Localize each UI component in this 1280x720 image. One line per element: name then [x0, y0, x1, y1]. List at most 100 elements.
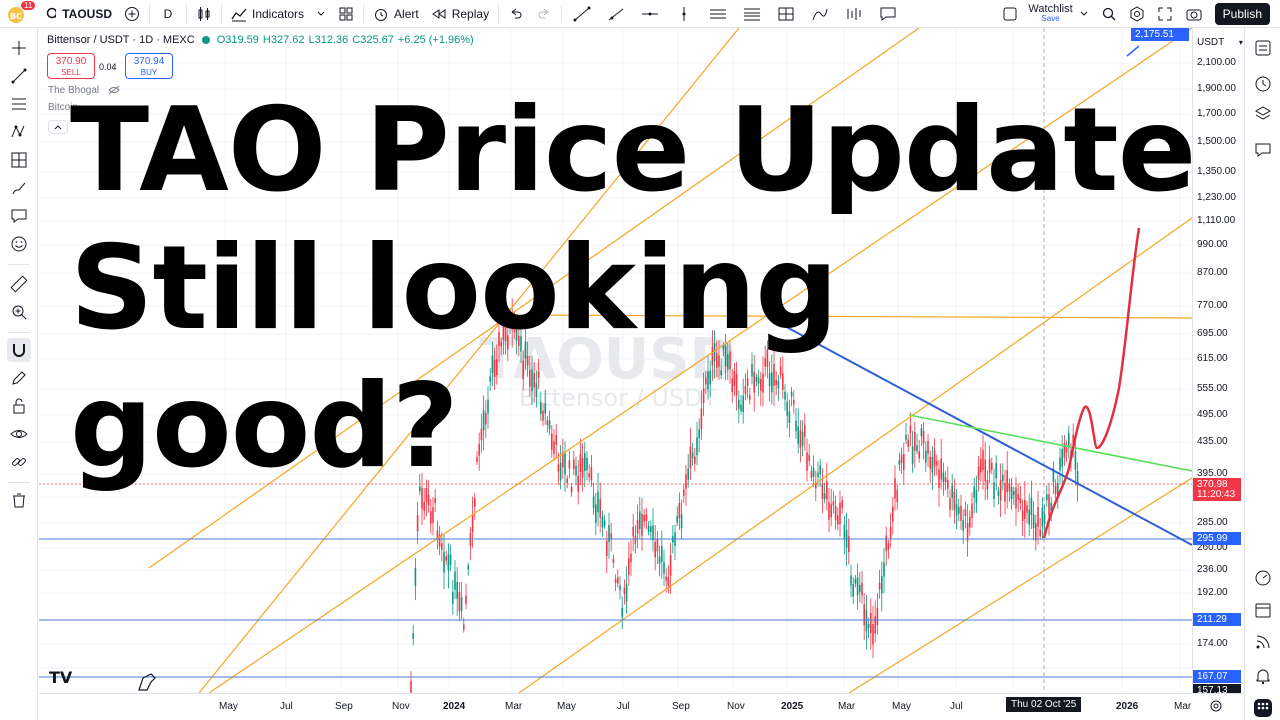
news-button[interactable] [1251, 630, 1275, 654]
magnet-tool[interactable] [7, 338, 31, 362]
candle-body [826, 480, 828, 500]
crosshair-box-tool[interactable] [769, 0, 803, 28]
watchlist-panel-button[interactable] [1251, 36, 1275, 60]
sell-button[interactable]: 370.90 SELL [47, 53, 95, 79]
logo-button[interactable]: BC 11 [0, 0, 40, 28]
crosshair-tool[interactable] [7, 36, 31, 60]
price-axis[interactable]: USDT ▾ 2,100.00 1,900.00 1,700.00 1,500.00 1… [1131, 28, 1244, 697]
stay-in-drawing-tool[interactable] [7, 366, 31, 390]
fib-fan-line[interactable] [198, 28, 740, 693]
snapshot-button[interactable] [1179, 0, 1209, 28]
dino-icon[interactable] [138, 673, 156, 691]
candle-body [566, 478, 568, 483]
candle-body [914, 431, 916, 451]
candle-body [471, 514, 474, 532]
time-axis[interactable]: May Jul Sep Nov 2024 Mar May Jul Sep Nov 2025 Mar Ma… [39, 693, 1244, 720]
candle-body [1072, 434, 1074, 444]
candle-body [553, 441, 555, 454]
publish-button[interactable]: Publish [1209, 0, 1280, 28]
remove-drawings-tool[interactable] [7, 488, 31, 512]
sync-drawings-tool[interactable] [7, 450, 31, 474]
compare-button[interactable] [118, 0, 146, 28]
calendar-button[interactable] [1251, 598, 1275, 622]
candle-body [742, 395, 744, 413]
ray-tool[interactable] [599, 0, 633, 28]
projection-path[interactable] [1042, 227, 1141, 539]
chart-type-button[interactable] [190, 0, 218, 28]
price-label: 990.00 [1197, 239, 1228, 250]
horizontal-resistance-line[interactable] [508, 314, 1192, 319]
vertical-line-tool[interactable] [667, 0, 701, 28]
zoom-in-tool[interactable] [7, 300, 31, 324]
alerts-panel-button[interactable] [1251, 72, 1275, 96]
fib-fan-line[interactable] [208, 28, 1192, 693]
hide-drawings-tool[interactable] [7, 422, 31, 446]
pattern-tool[interactable] [837, 0, 871, 28]
fib-tool[interactable] [735, 0, 769, 28]
currency-selector[interactable]: USDT ▾ [1197, 37, 1243, 48]
pattern-tool[interactable] [7, 120, 31, 144]
measure-tool[interactable] [7, 272, 31, 296]
settings-button[interactable] [1123, 0, 1151, 28]
interval-button[interactable]: D [153, 0, 183, 28]
candle-body [1015, 487, 1017, 509]
more-apps-button[interactable] [1251, 696, 1275, 720]
symbol-legend[interactable]: Bittensor / USDT · 1D · MEXC O319.59 H32… [47, 34, 474, 46]
layouts-button[interactable] [332, 0, 360, 28]
candle-body [1004, 483, 1006, 502]
symbol-search-button[interactable]: TAOUSD [40, 0, 118, 28]
replay-button[interactable]: Replay [425, 0, 495, 28]
fullscreen-button[interactable] [1151, 0, 1179, 28]
fib-fan-line[interactable] [518, 217, 1192, 693]
hotlists-button[interactable] [1251, 566, 1275, 590]
fib-retracement-tool[interactable] [7, 92, 31, 116]
parallel-channel-tool[interactable] [701, 0, 735, 28]
notifications-button[interactable] [1251, 664, 1275, 688]
candle-body [784, 391, 786, 400]
chats-button[interactable] [1251, 138, 1275, 162]
chart-pane[interactable]: TAOUSD Bittensor / USDT TV [39, 28, 1192, 693]
target-marker[interactable] [1126, 45, 1140, 57]
fib-fan-line[interactable] [148, 28, 920, 569]
candle-body [658, 556, 661, 564]
time-label: Sep [672, 701, 690, 712]
descending-trendline[interactable] [778, 322, 1192, 546]
fib-fan-line[interactable] [848, 477, 1192, 693]
apps-grid-icon [1254, 699, 1272, 717]
indicators-dropdown[interactable] [310, 0, 332, 28]
indicator-legend-1[interactable]: The Bhogal [48, 85, 120, 96]
brush-tool[interactable] [803, 0, 837, 28]
candle-body [841, 500, 843, 508]
buy-button[interactable]: 370.94 BUY [125, 53, 173, 79]
redo-button[interactable] [530, 0, 558, 28]
brush-tool[interactable] [7, 176, 31, 200]
indicator-legend-2[interactable]: Bitcoin [48, 102, 78, 113]
candle-body [707, 371, 709, 390]
trend-line-tool[interactable] [565, 0, 599, 28]
horizontal-ray-tool[interactable] [633, 0, 667, 28]
alert-button[interactable]: Alert [367, 0, 425, 28]
icon-tool[interactable] [7, 232, 31, 256]
candle-body [1024, 499, 1026, 519]
candle-body [744, 386, 747, 395]
crosshair-icon [12, 41, 26, 55]
candle-body [434, 498, 436, 503]
trend-line-tool[interactable] [7, 64, 31, 88]
chart-canvas[interactable]: TAOUSD Bittensor / USDT TV [39, 28, 1192, 693]
prediction-tool[interactable] [7, 148, 31, 172]
lock-drawings-tool[interactable] [7, 394, 31, 418]
undo-button[interactable] [502, 0, 530, 28]
quick-search-button[interactable] [1095, 0, 1123, 28]
open-value: O319.59 [216, 34, 259, 46]
green-trendline[interactable] [908, 414, 1192, 472]
indicators-button[interactable]: Indicators [225, 0, 310, 28]
text-tool[interactable] [7, 204, 31, 228]
candle-body [843, 524, 846, 539]
watchlist-button[interactable]: Watchlist Save [996, 0, 1094, 28]
collapse-legend-button[interactable] [48, 120, 68, 134]
axis-settings-button[interactable] [1209, 699, 1223, 716]
candle-body [883, 562, 885, 577]
note-tool[interactable] [871, 0, 905, 28]
object-tree-button[interactable] [1251, 102, 1275, 126]
svg-text:BC: BC [10, 12, 22, 21]
